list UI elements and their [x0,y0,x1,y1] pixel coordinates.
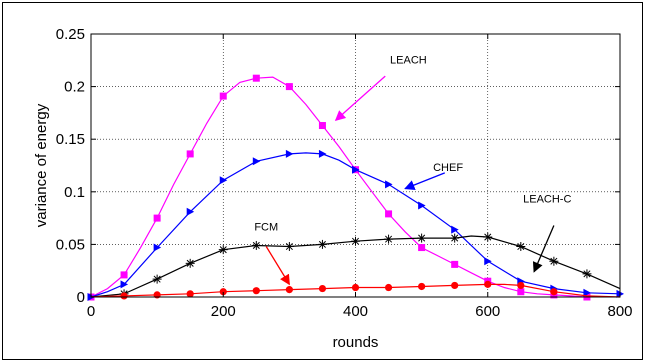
x-tick-label: 200 [211,303,236,320]
y-tick-label: 0.25 [56,26,85,43]
chef-marker [451,225,459,234]
leach-c-marker [351,236,360,246]
leach-c-line [90,235,621,298]
leach-c-marker [549,256,559,266]
fcm-marker [451,281,459,290]
leach-c-marker [317,239,327,249]
leach-annotation-label: LEACH [390,54,427,66]
leach-c-marker [152,274,162,284]
y-axis-label: variance of energy [33,103,50,227]
y-tick-label: 0.15 [56,131,85,148]
chef-marker [352,165,360,174]
leach-c-marker [284,242,294,252]
chef-marker [285,149,294,158]
leach-marker [120,271,128,279]
chef-marker [385,180,393,189]
leach-marker [219,92,227,100]
leach-marker [318,122,326,130]
fcm-marker [252,287,260,295]
fcm-marker [120,292,128,300]
fcm-line [90,283,621,298]
leach-line [90,76,587,298]
leach-c-marker [218,245,228,255]
chef-marker [120,280,129,289]
chef-marker [418,201,426,210]
y-tick-label: 0.2 [64,79,85,96]
chef-marker [318,149,327,158]
chef-marker [484,257,492,266]
chef-line [90,152,621,298]
leach-annotation-arrow [334,75,386,121]
x-tick-label: 800 [607,303,632,320]
leach-c-marker [251,240,261,250]
chef-marker [153,243,162,252]
leach-marker [285,83,293,91]
leach-marker [252,74,260,82]
leach-marker [418,244,426,252]
fcm-marker [484,280,492,288]
x-axis-label: rounds [333,334,379,351]
tick-layer: 0 200 400 600 800 0 0.05 0.1 0.15 0.2 0.25 [56,26,633,320]
leach-marker [517,288,525,296]
leach-c-marker [516,242,526,252]
fcm-annotation-arrow [265,246,290,286]
y-tick-label: 0 [77,289,85,306]
fcm-marker [517,281,525,290]
leach-c-marker [483,232,493,242]
annotation-layer: LEACH CHEF LEACH-C FCM [254,54,571,286]
leach-c-marker [417,233,427,243]
leach-c-marker [582,269,592,279]
chef-annotation-arrow [404,172,446,191]
chef-marker [186,207,195,216]
x-tick-label: 400 [343,303,368,320]
leach-c-annotation-label: LEACH-C [523,193,571,205]
chef-annotation-label: CHEF [433,162,463,174]
leach-marker [451,260,459,268]
leach-marker [153,214,161,222]
leach-c-annotation-arrow [532,225,555,273]
leach-marker [186,150,194,158]
chef-marker [583,288,591,297]
fcm-marker [418,282,426,291]
x-tick-label: 600 [475,303,500,320]
fcm-marker [384,283,393,292]
y-tick-label: 0.1 [64,184,85,201]
fcm-marker [285,286,293,294]
fcm-marker [219,288,227,296]
leach-marker [385,210,393,218]
leach-c-marker [450,233,460,243]
fcm-marker [351,283,360,292]
fcm-marker [318,284,327,293]
y-tick-label: 0.05 [56,236,85,253]
fcm-marker [186,290,194,298]
leach-c-marker [185,258,195,268]
fcm-annotation-label: FCM [254,222,278,234]
x-tick-label: 0 [87,303,95,320]
chef-marker [252,157,261,166]
figure-frame [2,2,643,360]
leach-c-marker [384,234,394,244]
chef-marker [219,176,228,185]
fcm-marker [550,288,558,296]
